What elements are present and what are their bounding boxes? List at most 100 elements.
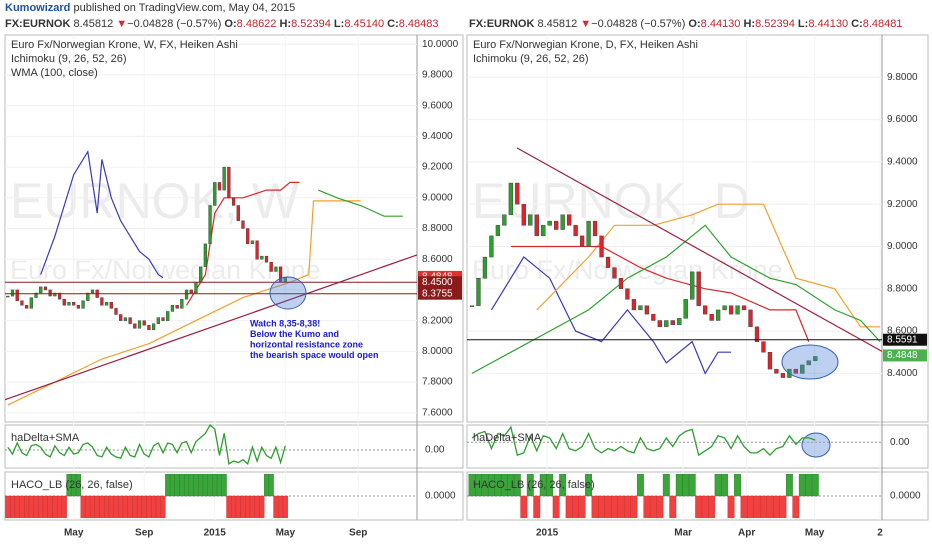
signal-bar xyxy=(617,495,625,519)
candle xyxy=(709,313,714,321)
price-tag-label: 8.4848 xyxy=(887,350,918,361)
field-value: 8.52394 xyxy=(755,18,795,30)
signal-bar xyxy=(708,495,716,519)
signal-bar xyxy=(14,495,20,519)
candle xyxy=(119,314,123,321)
signal-bar xyxy=(273,495,279,519)
candle xyxy=(469,305,475,307)
indicator-line xyxy=(4,254,418,401)
signal-bar xyxy=(61,495,67,519)
candle xyxy=(793,368,798,374)
x-tick-label: May xyxy=(805,528,825,539)
y-tick-label: 0.0000 xyxy=(890,491,921,502)
candle xyxy=(482,256,488,279)
candle xyxy=(541,225,546,237)
candle xyxy=(567,214,572,226)
candle xyxy=(109,302,113,309)
signal-bar xyxy=(183,473,190,497)
signal-bar xyxy=(805,473,813,497)
signal-bar xyxy=(740,495,748,519)
signal-bar xyxy=(235,495,241,519)
signal-bar xyxy=(75,473,81,497)
signal-bar xyxy=(714,473,722,497)
indicator-line xyxy=(510,245,810,342)
signal-bar xyxy=(526,473,534,497)
signal-bar xyxy=(792,495,800,519)
candle xyxy=(748,309,753,328)
signal-bar xyxy=(760,495,767,519)
signal-bar xyxy=(727,495,735,519)
candle xyxy=(780,373,786,378)
signal-bar xyxy=(104,495,110,519)
candle xyxy=(48,289,52,297)
annotation: Watch 8,35-8,38! xyxy=(250,318,320,328)
x-tick-label: May xyxy=(276,528,296,539)
candle xyxy=(128,317,132,324)
y-tick-label: 9.4000 xyxy=(887,157,918,168)
signal-bar xyxy=(47,495,53,519)
field-label: H: xyxy=(743,18,755,30)
y-tick-label: 8.2000 xyxy=(422,315,453,326)
signal-bar xyxy=(766,495,774,519)
candle xyxy=(761,341,766,353)
signal-bar xyxy=(565,495,573,519)
signal-bar xyxy=(52,495,58,519)
signal-bar xyxy=(254,495,260,519)
y-tick-label: 7.8000 xyxy=(422,377,453,388)
candle xyxy=(62,298,66,306)
candle xyxy=(25,305,29,309)
y-tick-label: 0.00 xyxy=(890,437,910,448)
signal-bar xyxy=(5,495,11,519)
signal-bar xyxy=(212,473,218,497)
y-tick-label: 9.0000 xyxy=(422,192,453,203)
candle xyxy=(774,368,779,374)
candle xyxy=(76,305,80,309)
candle xyxy=(579,235,585,247)
signal-bar xyxy=(85,495,91,519)
candle xyxy=(39,286,43,294)
candle xyxy=(800,364,805,374)
field-label: O: xyxy=(224,18,236,30)
price-tag-label: 8.4500 xyxy=(422,277,453,288)
change: −0.04828 (−0.57%) xyxy=(591,18,685,30)
field-value: 8.52394 xyxy=(291,18,331,30)
signal-bar xyxy=(136,495,143,519)
y-tick-label: 0.0000 xyxy=(425,491,456,502)
candle xyxy=(57,292,62,300)
last: 8.45812 xyxy=(537,18,577,30)
signal-bar xyxy=(80,495,86,519)
candle xyxy=(241,220,245,229)
field-value: 8.44130 xyxy=(701,18,741,30)
signal-bar xyxy=(721,473,729,497)
chart-title: Euro Fx/Norwegian Krone, D, FX, Heiken A… xyxy=(473,39,698,51)
candle xyxy=(618,277,624,289)
field-label: C: xyxy=(851,18,863,30)
signal-bar xyxy=(141,495,147,519)
candle xyxy=(137,320,142,329)
signal-bar xyxy=(132,495,138,519)
price-tag-label: 8.5591 xyxy=(887,334,918,345)
candle xyxy=(741,305,747,311)
candle xyxy=(104,302,109,306)
field-label: O: xyxy=(688,18,700,30)
pane-frame xyxy=(466,424,929,469)
candle xyxy=(534,214,539,237)
candle xyxy=(67,302,71,306)
indicator-line xyxy=(536,203,881,328)
byline: Kumowizard published on TradingView.com,… xyxy=(5,2,295,14)
signal-bar xyxy=(533,495,541,519)
candle xyxy=(631,299,637,311)
candle xyxy=(502,214,507,226)
y-tick-label: 9.2000 xyxy=(422,162,453,173)
signal-bar xyxy=(9,495,16,519)
field-label: H: xyxy=(279,18,291,30)
watermark: EURNOK, D xyxy=(472,173,750,229)
signal-bar xyxy=(207,473,213,497)
candle xyxy=(715,309,721,321)
highlight xyxy=(801,432,831,458)
author[interactable]: Kumowizard xyxy=(5,2,70,14)
candle xyxy=(194,282,198,294)
candle xyxy=(696,271,701,306)
oscillator xyxy=(7,423,286,465)
x-tick-label: Apr xyxy=(738,528,755,539)
